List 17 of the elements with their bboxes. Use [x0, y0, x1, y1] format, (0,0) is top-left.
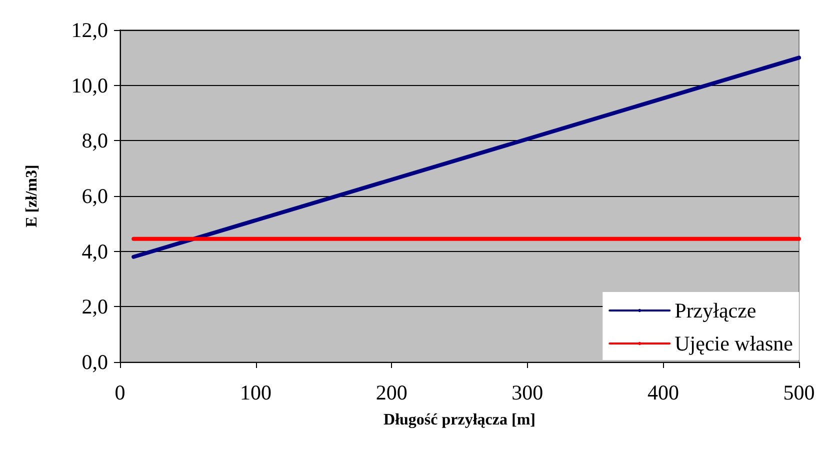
x-tick-label: 300 [512, 380, 544, 404]
y-tick-label: 8,0 [82, 128, 108, 153]
y-tick-label: 12,0 [71, 18, 108, 42]
x-tick-label: 500 [783, 380, 815, 404]
y-axis-title: E [zł/m3] [24, 164, 40, 228]
y-tick-label: 0,0 [82, 350, 108, 374]
x-tick-label: 400 [647, 380, 679, 404]
y-tick-label: 4,0 [82, 239, 108, 264]
y-tick-label: 10,0 [71, 73, 108, 98]
x-tick-label: 100 [240, 380, 272, 404]
x-tick-label: 200 [376, 380, 408, 404]
x-tick-label: 0 [114, 380, 126, 404]
y-tick-label: 2,0 [82, 294, 108, 319]
legend-label: Przyłącze [674, 298, 756, 322]
y-tick-label: 6,0 [82, 184, 108, 208]
legend-label: Ujęcie własne [674, 332, 794, 356]
x-axis-title: Długość przyłącza [m] [384, 412, 536, 428]
